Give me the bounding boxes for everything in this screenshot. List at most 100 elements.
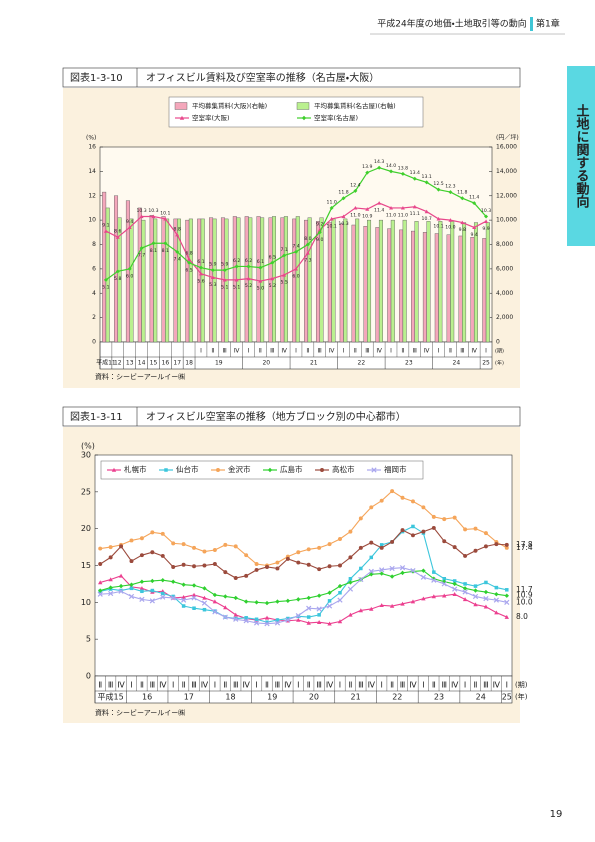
- x-tick-label: Ⅳ: [159, 681, 167, 690]
- x-tick-label: Ⅰ: [214, 681, 216, 690]
- y2-tick-label: 10,000: [496, 217, 517, 224]
- legend: [168, 96, 424, 128]
- data-label: 6.8: [185, 251, 192, 257]
- marker: [246, 276, 251, 281]
- x-tick-label: Ⅳ: [242, 681, 250, 690]
- bar: [331, 218, 336, 343]
- data-label: 10.0: [445, 225, 455, 231]
- marker: [275, 566, 280, 571]
- data-label: 9.4: [126, 219, 133, 225]
- marker: [306, 620, 311, 625]
- x-tick-label: Ⅰ: [390, 348, 392, 355]
- marker: [473, 588, 478, 593]
- data-label: 9.1: [102, 223, 109, 229]
- marker: [305, 242, 310, 247]
- x-year-label: 12: [114, 360, 122, 367]
- end-label: 8.0: [516, 612, 528, 621]
- marker: [118, 588, 124, 594]
- marker: [192, 564, 197, 569]
- y-tick-label: 4: [92, 290, 96, 297]
- x-tick-label: Ⅰ: [297, 681, 299, 690]
- marker: [463, 553, 468, 558]
- legend-label: 札幌市: [124, 464, 147, 474]
- marker: [150, 530, 155, 535]
- x-tick-label: Ⅳ: [234, 348, 240, 355]
- bar: [165, 218, 170, 343]
- bar: [339, 223, 344, 343]
- x-year-label: 16: [142, 693, 152, 702]
- bar: [485, 222, 490, 343]
- marker: [377, 165, 382, 170]
- marker: [306, 595, 311, 601]
- marker: [127, 225, 132, 230]
- x-tick-label: Ⅲ: [413, 348, 417, 355]
- marker: [348, 580, 353, 585]
- marker: [424, 209, 429, 214]
- marker: [368, 568, 374, 575]
- marker: [320, 468, 324, 472]
- legend-swatch: [296, 102, 310, 110]
- marker: [353, 188, 358, 193]
- data-label: 10.1: [160, 210, 170, 216]
- marker: [179, 115, 185, 120]
- x-tick-label: Ⅳ: [451, 681, 459, 690]
- legend-label: 平均募集賃料(名古屋)(右軸): [314, 101, 396, 110]
- marker: [139, 214, 144, 219]
- y-tick-label: 30: [81, 451, 91, 460]
- y-tick-label: 15: [81, 561, 91, 570]
- chart-source: 資料：シービーアールイー㈱: [95, 708, 185, 717]
- marker: [369, 606, 374, 611]
- marker: [400, 171, 405, 176]
- x-tick-label: Ⅲ: [233, 681, 239, 690]
- x-year-label: 20: [309, 693, 319, 702]
- marker: [265, 564, 269, 569]
- x-tick-label: Ⅱ: [307, 681, 311, 690]
- data-label: 6.0: [126, 273, 133, 279]
- data-label: 12.5: [433, 181, 443, 187]
- marker: [379, 543, 384, 547]
- marker: [389, 603, 395, 608]
- bar: [129, 218, 134, 343]
- x-tick-label: Ⅲ: [365, 348, 369, 355]
- bar: [319, 217, 324, 343]
- marker: [244, 616, 248, 620]
- marker: [119, 544, 124, 549]
- marker: [294, 249, 298, 254]
- marker: [472, 593, 479, 600]
- data-label: 11.0: [398, 212, 408, 218]
- marker: [222, 268, 227, 273]
- marker: [150, 550, 155, 555]
- end-label: 17.4: [516, 543, 533, 552]
- end-label: 10.9: [516, 591, 533, 600]
- x-year-label: 21: [310, 360, 318, 367]
- bar: [458, 235, 463, 343]
- bar: [482, 238, 487, 343]
- marker: [505, 588, 509, 592]
- x-tick-label: Ⅰ: [464, 681, 466, 690]
- x-year-label: 24: [476, 693, 486, 702]
- marker: [462, 586, 468, 591]
- x-tick-label: Ⅲ: [191, 681, 197, 690]
- x-tick-label: Ⅳ: [326, 681, 334, 690]
- x-tick-label: Ⅱ: [259, 348, 262, 355]
- marker: [254, 567, 259, 572]
- x-tick-label: Ⅰ: [130, 681, 132, 690]
- marker: [400, 570, 405, 576]
- marker: [170, 579, 176, 584]
- marker: [301, 115, 307, 121]
- marker: [111, 467, 117, 472]
- marker: [473, 526, 478, 531]
- data-label: 6.2: [233, 258, 240, 264]
- marker: [412, 204, 417, 209]
- bar: [161, 216, 166, 343]
- marker: [285, 598, 291, 604]
- bar: [149, 215, 154, 343]
- marker: [98, 562, 103, 567]
- header-chapter: 第1章: [536, 18, 560, 30]
- data-label: 9.2: [316, 221, 323, 227]
- x-year-label: 25: [502, 693, 512, 702]
- plot-area: [94, 454, 513, 677]
- marker: [108, 585, 113, 590]
- marker: [338, 590, 342, 595]
- marker: [306, 615, 311, 619]
